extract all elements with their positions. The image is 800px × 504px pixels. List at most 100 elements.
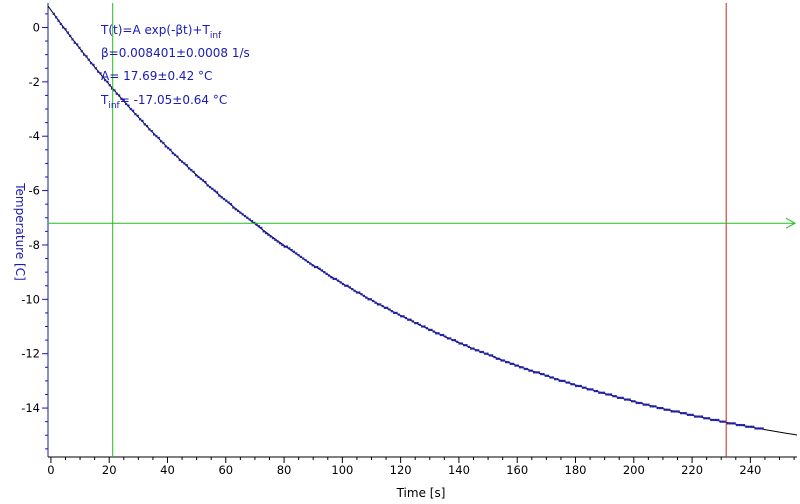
- data-point: [306, 260, 310, 264]
- data-point: [749, 425, 753, 428]
- data-point: [509, 362, 512, 365]
- data-point: [435, 332, 438, 335]
- data-point: [670, 410, 673, 413]
- y-tick-label: -2: [29, 75, 40, 89]
- data-point: [229, 203, 233, 206]
- data-point: [220, 196, 223, 199]
- fit-annotation: T(t)=A exp(-βt)+Tinf β=0.008401±0.0008 1…: [100, 23, 250, 111]
- y-tick-label: -6: [29, 184, 40, 198]
- data-point: [71, 38, 74, 41]
- data-point: [362, 294, 366, 298]
- y-tick-label: -12: [21, 347, 40, 361]
- data-point: [658, 406, 662, 410]
- measured-data-layer: [52, 12, 764, 430]
- data-point: [138, 118, 142, 121]
- data-point: [703, 417, 706, 420]
- data-point: [232, 206, 235, 209]
- data-point: [127, 104, 130, 107]
- data-point: [535, 371, 538, 374]
- data-point: [132, 109, 135, 112]
- cursor-layer[interactable]: [48, 3, 797, 457]
- data-point: [264, 231, 268, 235]
- data-point: [595, 389, 599, 393]
- data-point: [332, 277, 335, 281]
- data-point: [498, 357, 501, 360]
- data-point: [145, 124, 149, 128]
- data-point: [69, 34, 72, 38]
- data-point: [628, 398, 631, 401]
- data-point: [423, 325, 426, 328]
- data-point: [208, 186, 212, 189]
- data-point: [288, 247, 291, 250]
- data-point: [64, 28, 67, 31]
- data-point: [169, 148, 172, 151]
- data-point: [355, 291, 359, 294]
- data-point: [206, 184, 209, 187]
- data-point: [297, 254, 300, 257]
- data-point: [663, 408, 666, 411]
- data-point: [642, 403, 645, 406]
- data-point: [612, 395, 615, 398]
- data-point: [390, 310, 393, 313]
- data-point: [90, 62, 93, 65]
- data-point: [418, 323, 421, 326]
- data-point: [574, 384, 578, 388]
- data-point: [122, 99, 125, 102]
- data-point: [742, 423, 746, 427]
- data-point: [222, 197, 226, 201]
- data-point: [537, 371, 540, 374]
- data-point: [616, 396, 620, 399]
- data-point: [623, 398, 627, 401]
- data-point: [185, 163, 188, 167]
- data-point: [416, 322, 419, 325]
- data-point: [323, 271, 326, 274]
- data-point: [458, 342, 461, 345]
- data-point: [470, 347, 473, 350]
- data-point: [213, 189, 216, 192]
- data-point: [402, 315, 405, 318]
- data-point: [563, 379, 566, 382]
- data-point: [414, 322, 417, 325]
- fit-a-value: A= 17.69±0.42 °C: [101, 69, 212, 83]
- data-point: [92, 63, 95, 66]
- data-point: [486, 352, 489, 355]
- data-point: [425, 327, 428, 330]
- data-point: [738, 423, 741, 427]
- data-point: [243, 214, 247, 218]
- data-point: [320, 269, 324, 272]
- data-point: [118, 94, 121, 97]
- data-point: [197, 175, 200, 179]
- data-point: [367, 298, 370, 301]
- data-point: [318, 267, 321, 270]
- data-point: [269, 235, 272, 238]
- data-point: [325, 272, 328, 275]
- data-point: [94, 67, 97, 70]
- data-point: [442, 333, 445, 337]
- data-point: [421, 325, 424, 328]
- data-point: [83, 53, 86, 56]
- data-point: [115, 92, 118, 95]
- data-point: [62, 26, 65, 29]
- data-point: [129, 107, 132, 111]
- data-point: [111, 87, 114, 90]
- data-point: [533, 371, 536, 374]
- data-point: [183, 162, 186, 165]
- data-point: [444, 335, 447, 338]
- data-point: [672, 410, 676, 413]
- data-point: [593, 389, 596, 393]
- data-point: [194, 174, 198, 177]
- data-point: [691, 413, 694, 416]
- data-point: [523, 367, 526, 371]
- data-point: [309, 262, 312, 265]
- data-point: [211, 187, 214, 190]
- data-point: [141, 119, 144, 123]
- data-point: [330, 276, 333, 279]
- data-point: [456, 340, 459, 343]
- data-point: [302, 257, 305, 260]
- data-point: [388, 308, 391, 311]
- data-point: [159, 140, 163, 143]
- data-point: [236, 209, 240, 213]
- x-tick-label: 40: [160, 463, 175, 477]
- data-point: [759, 427, 762, 430]
